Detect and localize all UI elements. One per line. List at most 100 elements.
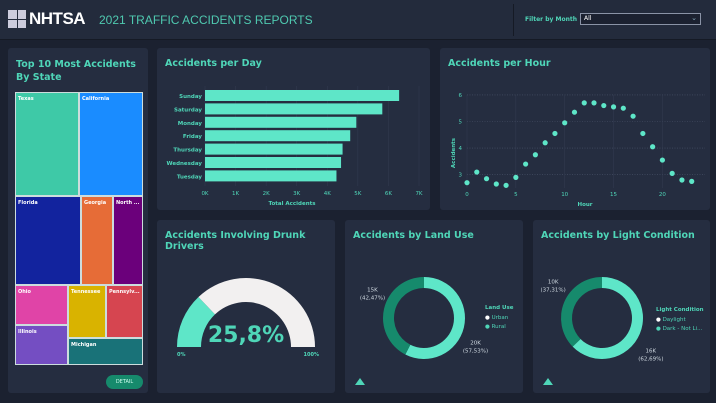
data-point bbox=[513, 174, 519, 180]
data-point bbox=[493, 181, 499, 187]
legend-dot-icon: ● bbox=[485, 315, 492, 321]
category-label: Tuesday bbox=[177, 174, 203, 180]
tile-label: Texas bbox=[18, 96, 34, 102]
data-point bbox=[532, 152, 538, 158]
bar bbox=[205, 116, 357, 128]
category-label: Wednesday bbox=[166, 161, 202, 167]
x-tick-label: 1K bbox=[232, 191, 239, 197]
drunk-gauge-panel: Accidents Involving Drunk Drivers 25,8% 0… bbox=[157, 220, 335, 393]
treemap-tile[interactable]: Illinois bbox=[15, 325, 68, 365]
slice-percent-label: (42,47%) bbox=[360, 296, 385, 302]
treemap-tile[interactable]: Georgia bbox=[81, 196, 113, 285]
x-tick-label: 10 bbox=[561, 192, 568, 198]
data-point bbox=[474, 169, 480, 175]
category-label: Thursday bbox=[173, 148, 202, 154]
y-tick-label: 6 bbox=[459, 93, 463, 99]
detail-button[interactable]: DETAIL bbox=[106, 375, 143, 389]
day-bar-chart: 0K 1K 2K 3K 4K 5K 6K 7K Sunday Saturday Monday Frid… bbox=[166, 86, 423, 207]
treemap-title: Top 10 Most Accidents By State bbox=[16, 59, 136, 83]
legend-title: Land Use bbox=[485, 305, 514, 311]
data-point bbox=[630, 113, 636, 119]
data-point bbox=[650, 144, 656, 150]
x-tick-label: 5 bbox=[514, 192, 518, 198]
data-point bbox=[571, 109, 578, 115]
month-filter-select[interactable]: All ⌄ bbox=[580, 13, 701, 25]
land-use-legend: Land Use ● Urban ● Rural bbox=[485, 305, 513, 333]
warning-triangle-icon[interactable] bbox=[543, 378, 553, 385]
tile-label: Ohio bbox=[18, 289, 31, 295]
tile-label: Michigan bbox=[71, 342, 97, 348]
treemap-tile[interactable]: Ohio bbox=[15, 285, 68, 325]
treemap-tile[interactable]: California bbox=[79, 92, 143, 196]
donut-slice bbox=[405, 277, 465, 359]
treemap-tile[interactable]: Florida bbox=[15, 196, 81, 285]
filter-label: Filter by Month bbox=[525, 16, 577, 23]
x-tick-label: 7K bbox=[415, 191, 422, 197]
category-label: Monday bbox=[178, 121, 203, 127]
legend-item-daylight[interactable]: ● Daylight bbox=[656, 317, 704, 323]
legend-dot-icon: ● bbox=[656, 326, 663, 332]
x-axis-label: Hour bbox=[577, 202, 592, 208]
legend-item-dark[interactable]: ● Dark - Not Li... bbox=[656, 326, 704, 332]
bar bbox=[205, 103, 383, 115]
data-point bbox=[601, 102, 607, 109]
x-tick-label: 0K bbox=[201, 191, 208, 197]
logo-icon bbox=[8, 10, 26, 28]
data-point bbox=[483, 176, 490, 182]
drunk-gauge: 25,8% 0% 100% bbox=[177, 278, 319, 358]
x-tick-label: 2K bbox=[263, 191, 270, 197]
data-point bbox=[591, 100, 597, 106]
gauge-min-label: 0% bbox=[177, 352, 186, 358]
data-point bbox=[610, 104, 617, 110]
category-label: Friday bbox=[183, 134, 202, 140]
bar bbox=[205, 90, 400, 101]
treemap-tile[interactable]: Pennsylv... bbox=[106, 285, 143, 338]
x-axis-label: Total Accidents bbox=[268, 201, 316, 207]
legend-item-rural[interactable]: ● Rural bbox=[485, 324, 513, 330]
treemap-tile[interactable]: Texas bbox=[15, 92, 79, 196]
bar bbox=[205, 157, 342, 168]
slice-value-label: 16K bbox=[646, 349, 657, 355]
tile-label: North ... bbox=[116, 200, 140, 206]
light-condition-legend: Light Condition ● Daylight ● Dark - Not … bbox=[656, 307, 704, 335]
chevron-down-icon: ⌄ bbox=[691, 14, 697, 22]
land-use-donut: 20K (57,53%) 15K (42,47%) bbox=[360, 277, 488, 359]
divider bbox=[513, 4, 514, 36]
gauge-max-label: 100% bbox=[304, 352, 319, 358]
tile-label: Pennsylv... bbox=[109, 289, 140, 295]
gauge-title: Accidents Involving Drunk Drivers bbox=[165, 230, 306, 252]
x-tick-label: 4K bbox=[324, 191, 331, 197]
data-point bbox=[464, 180, 470, 186]
light-condition-donut: 16K (62,69%) 10K (37,31%) bbox=[541, 277, 663, 363]
x-tick-label: 5K bbox=[354, 191, 361, 197]
y-tick-label: 5 bbox=[459, 120, 463, 126]
y-tick-label: 4 bbox=[459, 146, 463, 152]
day-chart-title: Accidents per Day bbox=[165, 58, 262, 69]
bar bbox=[205, 170, 337, 182]
category-label: Sunday bbox=[179, 94, 202, 100]
legend-label: Dark - Not Li... bbox=[662, 326, 703, 332]
data-point bbox=[581, 100, 587, 106]
tile-label: Illinois bbox=[18, 329, 37, 335]
donut-slice bbox=[561, 277, 602, 347]
legend-item-urban[interactable]: ● Urban bbox=[485, 315, 513, 321]
data-point bbox=[679, 177, 685, 183]
legend-dot-icon: ● bbox=[485, 324, 492, 330]
treemap-tile[interactable]: Tennessee bbox=[68, 285, 106, 338]
logo-text: NHTSA bbox=[29, 9, 86, 28]
hour-chart-panel: Accidents per Hour 3 4 5 6 0 5 10 15 20 Hour Accid… bbox=[440, 48, 710, 210]
treemap-tile[interactable]: North ... bbox=[113, 196, 143, 285]
slice-value-label: 20K bbox=[470, 340, 481, 346]
tile-label: Florida bbox=[18, 200, 38, 206]
donut-slice bbox=[383, 277, 424, 355]
bar bbox=[205, 130, 351, 142]
light-condition-title: Accidents by Light Condition bbox=[541, 230, 695, 241]
bar bbox=[205, 143, 343, 155]
data-point bbox=[669, 170, 675, 176]
gauge-remaining-arc bbox=[198, 278, 315, 347]
data-point bbox=[542, 140, 548, 146]
treemap-tile[interactable]: Michigan bbox=[68, 338, 143, 365]
warning-triangle-icon[interactable] bbox=[355, 378, 365, 385]
donut-slice bbox=[572, 277, 643, 359]
category-label: Saturday bbox=[174, 107, 202, 113]
